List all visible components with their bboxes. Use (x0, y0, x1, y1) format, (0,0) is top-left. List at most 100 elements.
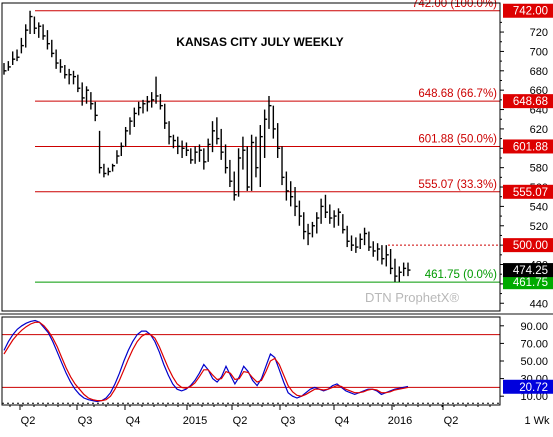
level-box-1 (503, 94, 553, 109)
price-bar-44 (194, 146, 198, 164)
x-tick-label: Q3 (281, 415, 296, 427)
price-bar-32 (142, 99, 146, 114)
price-bar-25 (111, 163, 116, 172)
level-box-4 (503, 238, 553, 253)
price-bar-14 (64, 64, 68, 79)
level-box-text-3: 555.07 (513, 187, 548, 199)
price-bar-69 (303, 212, 307, 240)
price-bar-71 (311, 221, 315, 238)
price-labels: 742.00 648.68 601.88 555.07 500.00 461.75474.… (503, 3, 553, 394)
retracement-label-0: 742.00 (100.0%) (412, 0, 497, 10)
price-bar-7 (33, 16, 37, 34)
price-bar-47 (207, 138, 211, 162)
price-bar-27 (120, 142, 124, 157)
price-bar-85 (372, 241, 376, 257)
price-y-tick-label: 580 (530, 163, 548, 175)
retracement-label-5: 461.75 (0.0%) (425, 269, 497, 281)
price-y-tick-label: 540 (530, 201, 548, 213)
price-bar-54 (237, 148, 242, 197)
axes: 4404604805005205405605806006206406606807… (0, 2, 553, 427)
x-tick-label: Q2 (233, 415, 248, 427)
price-bar-8 (38, 22, 42, 38)
price-bar-34 (150, 92, 155, 108)
last-price-box (503, 263, 553, 278)
price-bar-65 (285, 171, 289, 201)
price-bar-63 (276, 123, 281, 158)
price-bar-35 (155, 76, 159, 104)
price-bar-19 (85, 86, 90, 104)
price-bar-5 (25, 24, 29, 48)
level-box-text-4: 500.00 (513, 240, 548, 252)
period-label: 1 Wk (524, 415, 550, 427)
price-bar-46 (203, 148, 207, 170)
last-price-box-text: 474.25 (513, 265, 548, 277)
price-bar-83 (363, 227, 368, 246)
price-bar-29 (129, 117, 133, 135)
price-y-tick-label: 700 (530, 46, 548, 58)
price-bar-62 (272, 105, 276, 139)
retracement-label-2: 601.88 (50.0%) (418, 133, 497, 145)
price-bar-31 (137, 101, 142, 116)
level-box-text-5: 461.75 (513, 277, 548, 289)
x-tick-label: Q4 (126, 415, 141, 427)
price-bar-74 (324, 194, 328, 219)
price-bar-51 (224, 144, 229, 174)
level-box-3 (503, 184, 553, 199)
price-bar-81 (355, 237, 359, 253)
price-bar-40 (177, 136, 181, 155)
price-bar-0 (3, 63, 7, 75)
price-bar-57 (250, 134, 255, 191)
x-tick-label: Q3 (78, 415, 93, 427)
price-bar-86 (376, 243, 381, 261)
price-bar-12 (55, 49, 59, 69)
osc-last-box (503, 379, 553, 394)
retracement-levels: 742.00 (100.0%) 648.68 (66.7%) 601.88 (50.… (35, 0, 500, 283)
osc-y-tick-label: 50.00 (520, 356, 548, 368)
price-bar-24 (107, 167, 111, 176)
price-bar-26 (116, 150, 120, 164)
price-bar-38 (168, 121, 172, 145)
price-bar-2 (11, 51, 16, 65)
price-bar-67 (294, 187, 298, 217)
osc-series-1 (3, 321, 409, 402)
price-bar-91 (398, 266, 402, 282)
price-y-tick-label: 720 (530, 27, 548, 39)
price-bar-37 (164, 103, 168, 129)
price-bar-48 (211, 121, 216, 153)
level-box-text-0: 742.00 (513, 6, 548, 18)
price-bar-17 (77, 74, 81, 93)
x-tick-label: 2016 (388, 415, 412, 427)
price-bar-4 (20, 37, 24, 54)
price-bar-77 (337, 208, 341, 226)
price-bar-52 (229, 159, 233, 188)
level-box-2 (503, 139, 553, 154)
price-bars (3, 10, 411, 282)
price-bar-39 (172, 134, 176, 149)
price-y-tick-label: 680 (530, 66, 548, 78)
oscillator (2, 319, 500, 404)
price-bar-59 (259, 125, 263, 188)
price-bar-70 (307, 223, 311, 246)
price-bar-10 (46, 30, 50, 50)
price-bar-84 (368, 231, 372, 251)
price-bar-93 (407, 262, 411, 277)
x-tick-label: Q2 (21, 415, 36, 427)
price-bar-87 (381, 245, 385, 265)
price-bar-90 (394, 258, 398, 282)
price-bar-56 (246, 146, 250, 191)
price-bar-72 (316, 212, 320, 234)
price-bar-60 (263, 109, 268, 158)
price-bar-92 (402, 262, 407, 277)
watermark: DTN ProphetX® (365, 290, 460, 305)
x-tick-label: 2015 (183, 415, 207, 427)
price-bar-58 (255, 136, 259, 178)
price-bar-78 (342, 214, 346, 234)
level-box-0 (503, 3, 553, 18)
price-y-tick-label: 440 (530, 298, 548, 310)
price-bar-53 (233, 171, 237, 201)
price-bar-66 (290, 181, 294, 207)
retracement-label-1: 648.68 (66.7%) (418, 88, 497, 100)
